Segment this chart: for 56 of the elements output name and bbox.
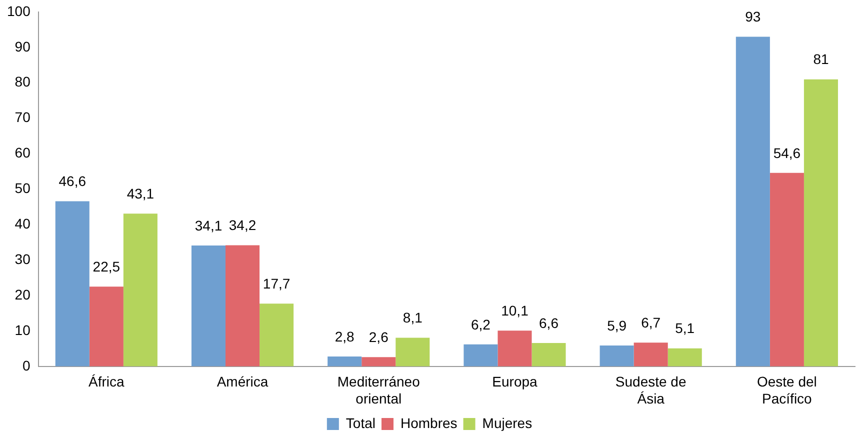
bar — [191, 246, 226, 366]
legend-label: Hombres — [400, 414, 458, 431]
y-tick-label: 50 — [14, 180, 31, 196]
bar — [770, 172, 804, 366]
bar — [89, 286, 124, 366]
y-tick-label: 60 — [14, 144, 31, 161]
data-label: 22,5 — [92, 258, 120, 275]
x-tick-label: América — [216, 374, 268, 390]
y-tick-label: 70 — [14, 109, 31, 126]
y-tick-label: 30 — [14, 250, 31, 267]
x-tick-label: Sudeste de Ásia — [615, 374, 686, 406]
data-label: 6,6 — [539, 314, 559, 331]
data-label: 6,2 — [470, 316, 491, 332]
data-label: 2,6 — [368, 329, 389, 346]
y-tick-label: 100 — [7, 2, 31, 19]
y-tick-label: 90 — [14, 38, 31, 54]
y-tick-label: 0 — [22, 357, 31, 374]
bar — [226, 245, 260, 366]
bar — [396, 338, 430, 366]
data-label: 43,1 — [126, 186, 154, 202]
bar — [260, 304, 294, 366]
legend-label: Mujeres — [482, 414, 532, 431]
bar — [328, 356, 362, 366]
data-label: 54,6 — [773, 144, 801, 161]
bar — [532, 343, 566, 366]
data-label: 17,7 — [262, 276, 290, 292]
x-tick-label: Europa — [492, 374, 538, 390]
bar — [464, 344, 498, 366]
data-label: 93 — [745, 8, 761, 25]
data-label: 34,2 — [228, 217, 256, 234]
data-label: 8,1 — [402, 310, 423, 326]
bar — [498, 330, 532, 366]
data-label: 81 — [813, 51, 829, 68]
data-label: 46,6 — [58, 173, 86, 190]
bar — [736, 36, 770, 366]
y-tick-label: 10 — [14, 322, 31, 338]
data-label: 2,8 — [334, 328, 355, 344]
data-label: 34,1 — [194, 217, 222, 234]
data-label: 6,7 — [641, 314, 661, 331]
bar — [804, 79, 838, 366]
bar — [634, 342, 668, 366]
y-tick-label: 20 — [14, 286, 31, 302]
y-tick-label: 80 — [14, 74, 31, 90]
bar — [600, 345, 634, 366]
bar — [123, 214, 158, 366]
y-tick-label: 40 — [14, 216, 31, 232]
data-label: 5,1 — [675, 320, 695, 336]
data-label: 10,1 — [501, 302, 529, 318]
bar — [668, 348, 702, 366]
x-tick-label: Mediterráneo oriental — [337, 374, 420, 406]
data-label: 5,9 — [607, 317, 627, 334]
x-tick-label: África — [88, 374, 125, 390]
legend-label: Total — [346, 414, 376, 431]
bar — [55, 201, 90, 366]
x-tick-label: Oeste del Pacífico — [756, 374, 817, 406]
bar — [362, 357, 396, 366]
